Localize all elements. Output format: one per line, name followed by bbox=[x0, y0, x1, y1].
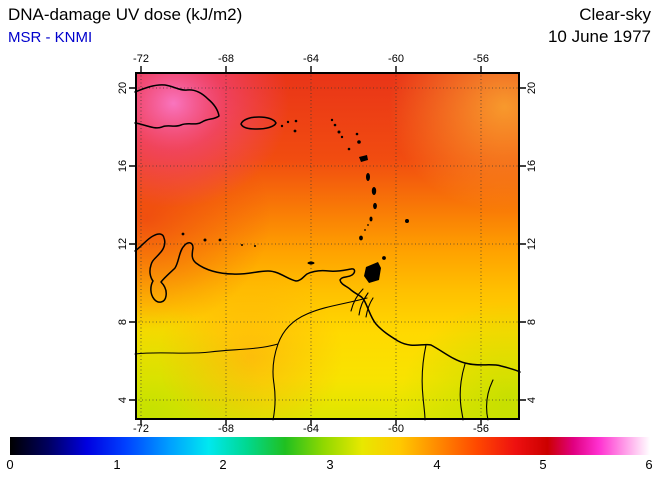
y-tick-label-right: 16 bbox=[526, 159, 538, 173]
x-tick-label-top: -60 bbox=[388, 53, 404, 65]
colorbar-tick-label: 5 bbox=[539, 457, 547, 472]
colorbar bbox=[10, 437, 650, 455]
y-tick-label-right: 4 bbox=[526, 396, 538, 404]
uv-field-hotspot bbox=[135, 72, 520, 420]
colorbar-tick-label: 6 bbox=[645, 457, 653, 472]
delta-channels bbox=[350, 288, 374, 318]
river-essequibo bbox=[421, 344, 427, 421]
islands bbox=[181, 118, 409, 283]
x-tick-label-bottom: -60 bbox=[388, 423, 404, 435]
river-corner bbox=[486, 379, 494, 421]
colorbar-tick-label: 1 bbox=[113, 457, 121, 472]
island-trinidad bbox=[364, 262, 381, 283]
colorbar-tick-label: 3 bbox=[326, 457, 334, 472]
river-meta bbox=[134, 343, 279, 355]
rivers bbox=[134, 288, 494, 421]
coast-hispaniola bbox=[134, 84, 220, 129]
coast-puerto-rico bbox=[240, 116, 277, 130]
x-tick-label-bottom: -56 bbox=[473, 423, 489, 435]
y-tick-label-left: 20 bbox=[117, 81, 129, 95]
map-plot bbox=[129, 66, 526, 425]
y-tick-label-right: 8 bbox=[526, 318, 538, 326]
y-tick-label-right: 20 bbox=[526, 81, 538, 95]
x-tick-label-bottom: -64 bbox=[303, 423, 319, 435]
river-courantyne bbox=[459, 363, 466, 421]
map-svg bbox=[129, 66, 526, 425]
y-tick-label-left: 16 bbox=[117, 159, 129, 173]
axis-ticks bbox=[129, 66, 526, 425]
y-tick-label-right: 12 bbox=[526, 237, 538, 251]
x-tick-label-bottom: -72 bbox=[133, 423, 149, 435]
y-tick-label-left: 4 bbox=[117, 396, 129, 404]
figure-source: MSR - KNMI bbox=[8, 29, 93, 46]
y-tick-label-left: 12 bbox=[117, 237, 129, 251]
coast-south-america bbox=[134, 233, 521, 373]
figure-title: DNA-damage UV dose (kJ/m2) bbox=[8, 5, 243, 24]
coastlines bbox=[134, 84, 521, 373]
colorbar-tick-label: 4 bbox=[433, 457, 441, 472]
x-tick-label-top: -68 bbox=[218, 53, 234, 65]
x-tick-label-top: -64 bbox=[303, 53, 319, 65]
date-label: 10 June 1977 bbox=[547, 27, 651, 46]
x-tick-label-top: -56 bbox=[473, 53, 489, 65]
plot-border bbox=[135, 72, 520, 420]
y-tick-label-left: 8 bbox=[117, 318, 129, 326]
colorbar-tick-label: 0 bbox=[6, 457, 14, 472]
grid-lines bbox=[135, 72, 520, 420]
x-tick-label-bottom: -68 bbox=[218, 423, 234, 435]
condition-label: Clear-sky bbox=[579, 5, 651, 24]
island-guadeloupe bbox=[359, 155, 368, 162]
x-tick-label-top: -72 bbox=[133, 53, 149, 65]
colorbar-tick-label: 2 bbox=[219, 457, 227, 472]
